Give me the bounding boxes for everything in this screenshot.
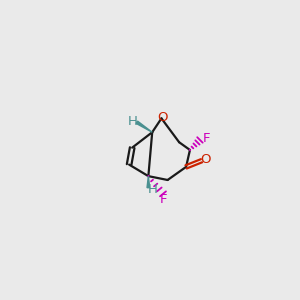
Text: H: H (147, 183, 157, 196)
Polygon shape (147, 176, 150, 188)
Text: F: F (160, 193, 167, 206)
Text: F: F (202, 132, 210, 145)
Text: H: H (127, 115, 137, 128)
Text: O: O (200, 154, 211, 166)
Polygon shape (136, 121, 152, 132)
Text: O: O (157, 111, 167, 124)
